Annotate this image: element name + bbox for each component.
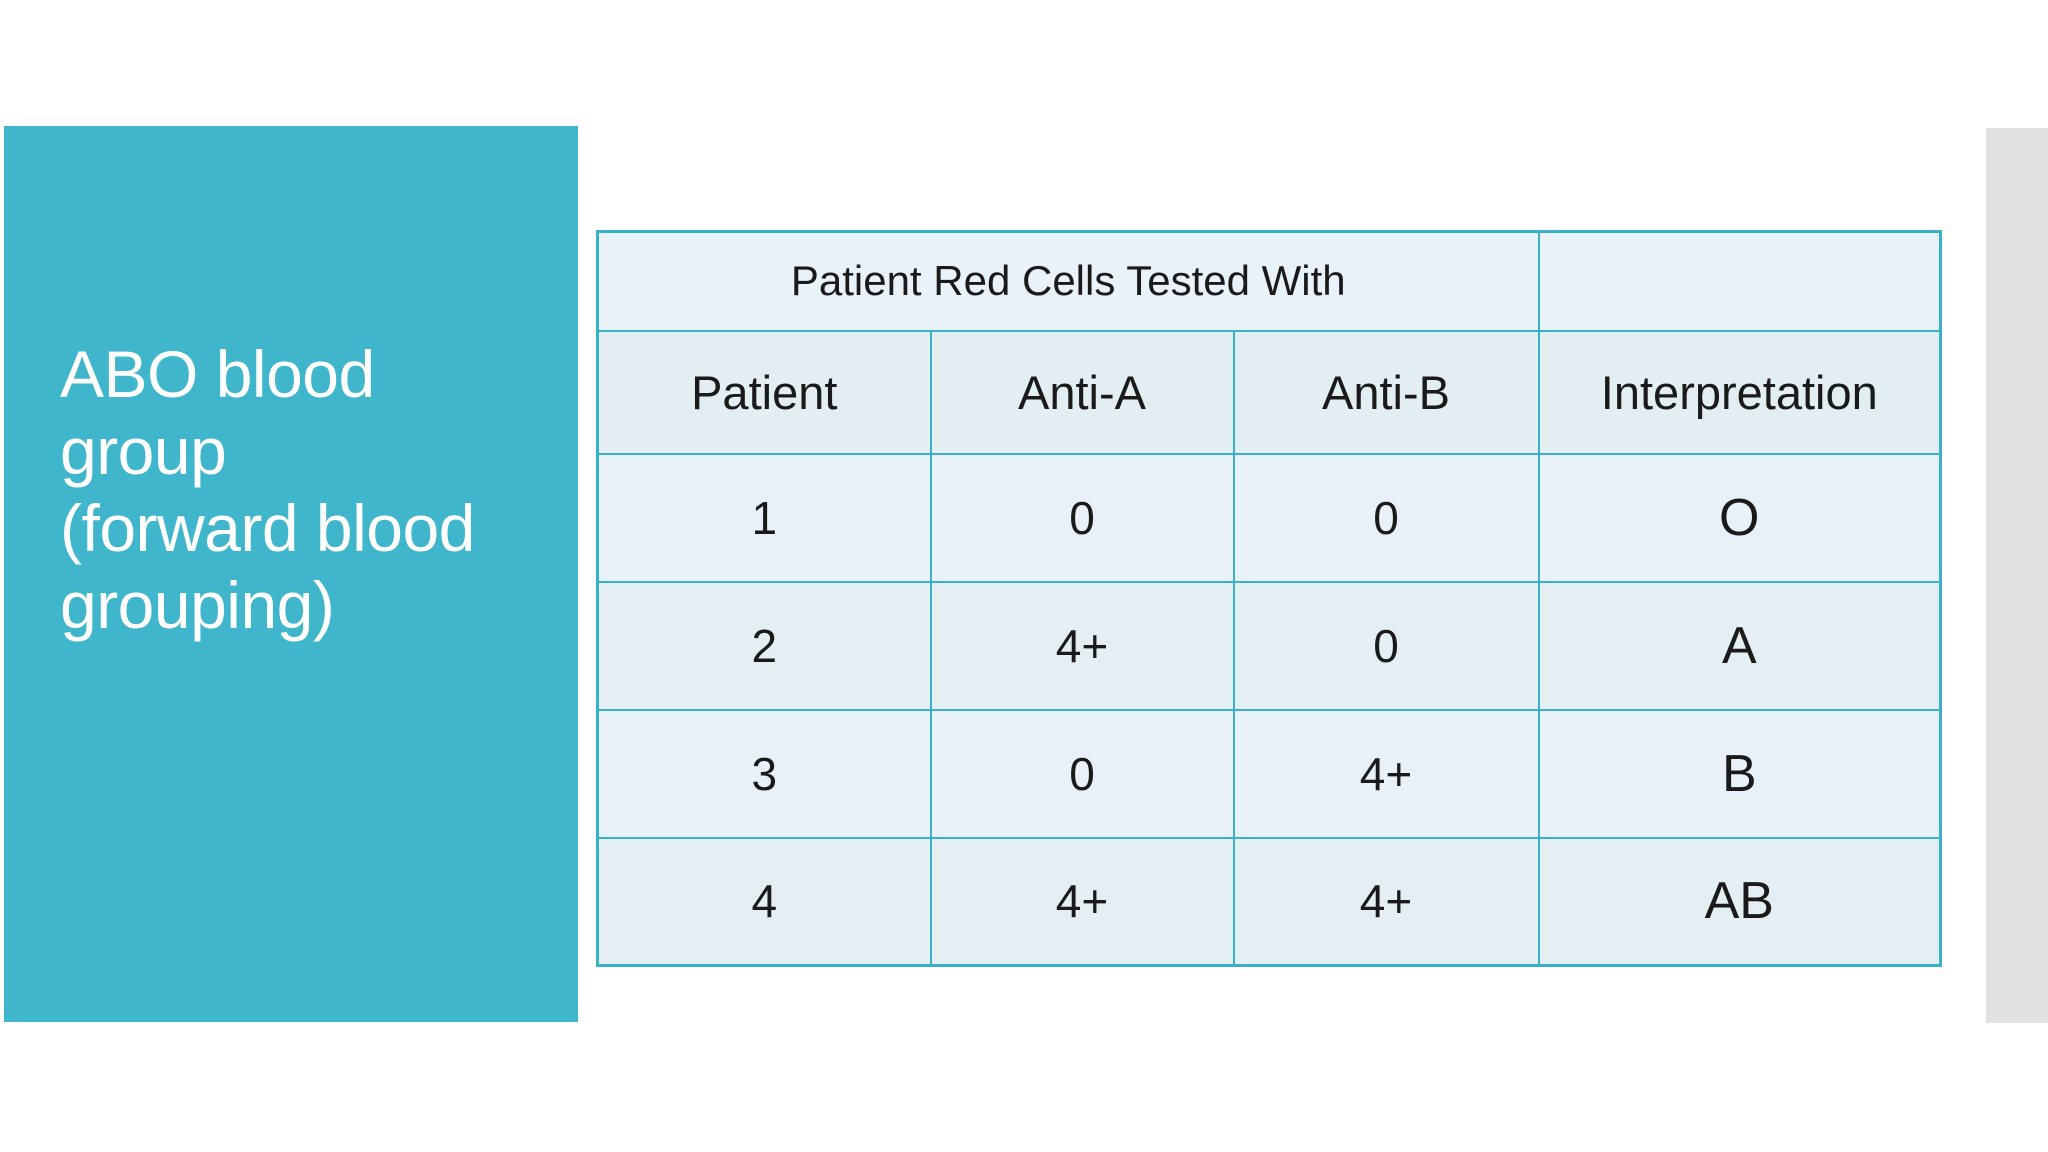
table-row-patient-3: 3 0 4+ B <box>596 708 1942 839</box>
col-header-interpretation: Interpretation <box>1537 329 1942 455</box>
cell-anti-a-result: 4+ <box>929 836 1235 967</box>
abo-results-table-container: Patient Red Cells Tested With Patient An… <box>596 230 1943 967</box>
cell-anti-b-result: 0 <box>1232 452 1540 583</box>
merged-header-empty-cell <box>1537 230 1942 332</box>
cell-anti-a-result: 4+ <box>929 580 1235 711</box>
cell-anti-a-result: 0 <box>929 708 1235 839</box>
column-header-row: Patient Anti-A Anti-B Interpretation <box>596 329 1942 455</box>
cell-patient-number: 3 <box>596 708 932 839</box>
abo-results-table: Patient Red Cells Tested With Patient An… <box>596 230 1943 967</box>
cell-anti-b-result: 0 <box>1232 580 1540 711</box>
table-row-patient-1: 1 0 0 O <box>596 452 1942 583</box>
slide-title-line: (forward blood <box>60 491 475 565</box>
col-header-anti-b: Anti-B <box>1232 329 1540 455</box>
title-panel: ABO blood group (forward blood grouping) <box>4 126 578 1022</box>
cell-interpretation: O <box>1537 452 1942 583</box>
merged-header-row: Patient Red Cells Tested With <box>596 230 1942 332</box>
cell-patient-number: 1 <box>596 452 932 583</box>
slide-title: ABO blood group (forward blood grouping) <box>60 336 560 644</box>
cell-interpretation: B <box>1537 708 1942 839</box>
right-gray-bar <box>1986 128 2048 1023</box>
slide-title-line: group <box>60 414 227 488</box>
cell-interpretation: A <box>1537 580 1942 711</box>
slide-title-line: ABO blood <box>60 337 375 411</box>
cell-anti-b-result: 4+ <box>1232 708 1540 839</box>
col-header-patient: Patient <box>596 329 932 455</box>
table-row-patient-2: 2 4+ 0 A <box>596 580 1942 711</box>
merged-header-cell: Patient Red Cells Tested With <box>596 230 1540 332</box>
cell-patient-number: 4 <box>596 836 932 967</box>
table-row-patient-4: 4 4+ 4+ AB <box>596 836 1942 967</box>
cell-interpretation: AB <box>1537 836 1942 967</box>
cell-anti-b-result: 4+ <box>1232 836 1540 967</box>
cell-anti-a-result: 0 <box>929 452 1235 583</box>
slide-title-line: grouping) <box>60 568 335 642</box>
col-header-anti-a: Anti-A <box>929 329 1235 455</box>
cell-patient-number: 2 <box>596 580 932 711</box>
